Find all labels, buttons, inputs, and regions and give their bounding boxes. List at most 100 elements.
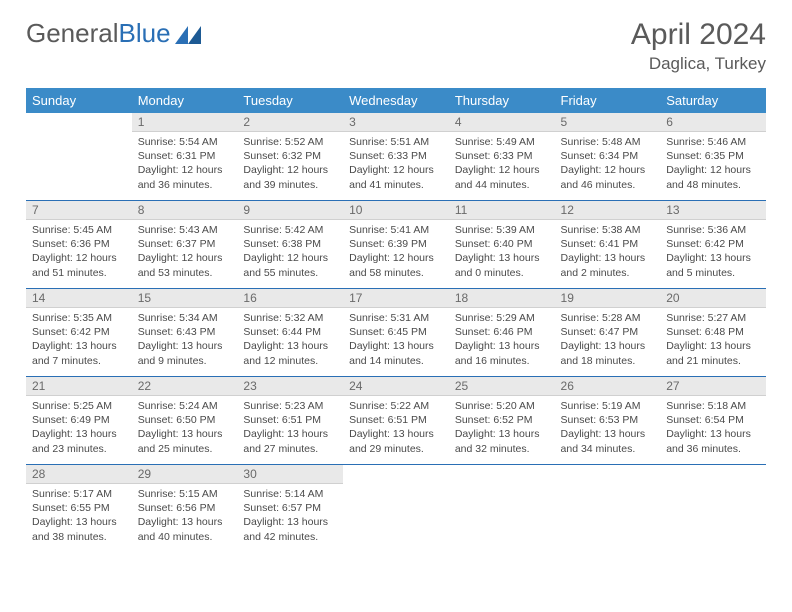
day-body: Sunrise: 5:22 AMSunset: 6:51 PMDaylight:… bbox=[343, 396, 449, 464]
sunset-text: Sunset: 6:52 PM bbox=[455, 413, 549, 427]
calendar-cell: 26Sunrise: 5:19 AMSunset: 6:53 PMDayligh… bbox=[555, 377, 661, 465]
sunset-text: Sunset: 6:46 PM bbox=[455, 325, 549, 339]
day-body: Sunrise: 5:38 AMSunset: 6:41 PMDaylight:… bbox=[555, 220, 661, 288]
logo-text-1: General bbox=[26, 18, 119, 49]
calendar-cell bbox=[26, 113, 132, 201]
day-body: Sunrise: 5:25 AMSunset: 6:49 PMDaylight:… bbox=[26, 396, 132, 464]
daylight-text-1: Daylight: 13 hours bbox=[32, 427, 126, 441]
day-number: 27 bbox=[660, 377, 766, 396]
sunset-text: Sunset: 6:50 PM bbox=[138, 413, 232, 427]
daylight-text-1: Daylight: 12 hours bbox=[243, 163, 337, 177]
daylight-text-2: and 40 minutes. bbox=[138, 530, 232, 544]
calendar-cell: 8Sunrise: 5:43 AMSunset: 6:37 PMDaylight… bbox=[132, 201, 238, 289]
day-number: 15 bbox=[132, 289, 238, 308]
daylight-text-1: Daylight: 13 hours bbox=[455, 251, 549, 265]
sunset-text: Sunset: 6:54 PM bbox=[666, 413, 760, 427]
sunrise-text: Sunrise: 5:25 AM bbox=[32, 399, 126, 413]
calendar-row: 1Sunrise: 5:54 AMSunset: 6:31 PMDaylight… bbox=[26, 113, 766, 201]
sunrise-text: Sunrise: 5:51 AM bbox=[349, 135, 443, 149]
day-number: 9 bbox=[237, 201, 343, 220]
daylight-text-2: and 23 minutes. bbox=[32, 442, 126, 456]
daylight-text-2: and 16 minutes. bbox=[455, 354, 549, 368]
day-number: 17 bbox=[343, 289, 449, 308]
daylight-text-2: and 44 minutes. bbox=[455, 178, 549, 192]
daylight-text-1: Daylight: 13 hours bbox=[455, 339, 549, 353]
daylight-text-1: Daylight: 13 hours bbox=[243, 339, 337, 353]
daylight-text-2: and 51 minutes. bbox=[32, 266, 126, 280]
calendar-cell: 28Sunrise: 5:17 AMSunset: 6:55 PMDayligh… bbox=[26, 465, 132, 553]
calendar-cell: 22Sunrise: 5:24 AMSunset: 6:50 PMDayligh… bbox=[132, 377, 238, 465]
weekday-header: Thursday bbox=[449, 88, 555, 113]
daylight-text-1: Daylight: 12 hours bbox=[666, 163, 760, 177]
sunrise-text: Sunrise: 5:28 AM bbox=[561, 311, 655, 325]
calendar-cell: 17Sunrise: 5:31 AMSunset: 6:45 PMDayligh… bbox=[343, 289, 449, 377]
header: GeneralBlue April 2024 Daglica, Turkey bbox=[26, 18, 766, 74]
daylight-text-1: Daylight: 13 hours bbox=[455, 427, 549, 441]
calendar-cell: 14Sunrise: 5:35 AMSunset: 6:42 PMDayligh… bbox=[26, 289, 132, 377]
calendar-cell: 27Sunrise: 5:18 AMSunset: 6:54 PMDayligh… bbox=[660, 377, 766, 465]
sunrise-text: Sunrise: 5:32 AM bbox=[243, 311, 337, 325]
sunset-text: Sunset: 6:48 PM bbox=[666, 325, 760, 339]
daylight-text-1: Daylight: 13 hours bbox=[561, 339, 655, 353]
sunrise-text: Sunrise: 5:39 AM bbox=[455, 223, 549, 237]
calendar-cell: 29Sunrise: 5:15 AMSunset: 6:56 PMDayligh… bbox=[132, 465, 238, 553]
day-number: 2 bbox=[237, 113, 343, 132]
day-body: Sunrise: 5:51 AMSunset: 6:33 PMDaylight:… bbox=[343, 132, 449, 200]
day-number: 8 bbox=[132, 201, 238, 220]
sunset-text: Sunset: 6:34 PM bbox=[561, 149, 655, 163]
sunrise-text: Sunrise: 5:19 AM bbox=[561, 399, 655, 413]
calendar-cell: 11Sunrise: 5:39 AMSunset: 6:40 PMDayligh… bbox=[449, 201, 555, 289]
sunrise-text: Sunrise: 5:45 AM bbox=[32, 223, 126, 237]
logo-icon bbox=[175, 24, 201, 44]
sunrise-text: Sunrise: 5:54 AM bbox=[138, 135, 232, 149]
sunrise-text: Sunrise: 5:14 AM bbox=[243, 487, 337, 501]
daylight-text-2: and 36 minutes. bbox=[138, 178, 232, 192]
calendar-cell: 20Sunrise: 5:27 AMSunset: 6:48 PMDayligh… bbox=[660, 289, 766, 377]
sunset-text: Sunset: 6:31 PM bbox=[138, 149, 232, 163]
calendar-row: 21Sunrise: 5:25 AMSunset: 6:49 PMDayligh… bbox=[26, 377, 766, 465]
daylight-text-1: Daylight: 13 hours bbox=[32, 339, 126, 353]
daylight-text-1: Daylight: 13 hours bbox=[138, 515, 232, 529]
sunset-text: Sunset: 6:43 PM bbox=[138, 325, 232, 339]
day-body: Sunrise: 5:52 AMSunset: 6:32 PMDaylight:… bbox=[237, 132, 343, 200]
weekday-header: Sunday bbox=[26, 88, 132, 113]
calendar-cell bbox=[555, 465, 661, 553]
calendar-cell: 1Sunrise: 5:54 AMSunset: 6:31 PMDaylight… bbox=[132, 113, 238, 201]
day-body: Sunrise: 5:20 AMSunset: 6:52 PMDaylight:… bbox=[449, 396, 555, 464]
calendar-cell: 13Sunrise: 5:36 AMSunset: 6:42 PMDayligh… bbox=[660, 201, 766, 289]
sunrise-text: Sunrise: 5:48 AM bbox=[561, 135, 655, 149]
day-body: Sunrise: 5:45 AMSunset: 6:36 PMDaylight:… bbox=[26, 220, 132, 288]
calendar-row: 14Sunrise: 5:35 AMSunset: 6:42 PMDayligh… bbox=[26, 289, 766, 377]
sunrise-text: Sunrise: 5:15 AM bbox=[138, 487, 232, 501]
page-title: April 2024 bbox=[631, 18, 766, 52]
calendar-cell: 19Sunrise: 5:28 AMSunset: 6:47 PMDayligh… bbox=[555, 289, 661, 377]
daylight-text-1: Daylight: 12 hours bbox=[349, 251, 443, 265]
day-body: Sunrise: 5:54 AMSunset: 6:31 PMDaylight:… bbox=[132, 132, 238, 200]
sunset-text: Sunset: 6:56 PM bbox=[138, 501, 232, 515]
weekday-header: Monday bbox=[132, 88, 238, 113]
day-number: 1 bbox=[132, 113, 238, 132]
daylight-text-1: Daylight: 12 hours bbox=[455, 163, 549, 177]
sunset-text: Sunset: 6:55 PM bbox=[32, 501, 126, 515]
day-number: 6 bbox=[660, 113, 766, 132]
sunset-text: Sunset: 6:41 PM bbox=[561, 237, 655, 251]
calendar-cell: 2Sunrise: 5:52 AMSunset: 6:32 PMDaylight… bbox=[237, 113, 343, 201]
day-body: Sunrise: 5:39 AMSunset: 6:40 PMDaylight:… bbox=[449, 220, 555, 288]
sunset-text: Sunset: 6:49 PM bbox=[32, 413, 126, 427]
day-body: Sunrise: 5:15 AMSunset: 6:56 PMDaylight:… bbox=[132, 484, 238, 552]
day-body: Sunrise: 5:18 AMSunset: 6:54 PMDaylight:… bbox=[660, 396, 766, 464]
day-number: 20 bbox=[660, 289, 766, 308]
sunrise-text: Sunrise: 5:24 AM bbox=[138, 399, 232, 413]
day-number: 11 bbox=[449, 201, 555, 220]
day-body: Sunrise: 5:29 AMSunset: 6:46 PMDaylight:… bbox=[449, 308, 555, 376]
sunrise-text: Sunrise: 5:23 AM bbox=[243, 399, 337, 413]
sunrise-text: Sunrise: 5:49 AM bbox=[455, 135, 549, 149]
sunset-text: Sunset: 6:53 PM bbox=[561, 413, 655, 427]
sunrise-text: Sunrise: 5:38 AM bbox=[561, 223, 655, 237]
daylight-text-1: Daylight: 12 hours bbox=[138, 251, 232, 265]
day-number: 18 bbox=[449, 289, 555, 308]
day-body: Sunrise: 5:36 AMSunset: 6:42 PMDaylight:… bbox=[660, 220, 766, 288]
daylight-text-2: and 48 minutes. bbox=[666, 178, 760, 192]
calendar-cell: 6Sunrise: 5:46 AMSunset: 6:35 PMDaylight… bbox=[660, 113, 766, 201]
sunrise-text: Sunrise: 5:29 AM bbox=[455, 311, 549, 325]
